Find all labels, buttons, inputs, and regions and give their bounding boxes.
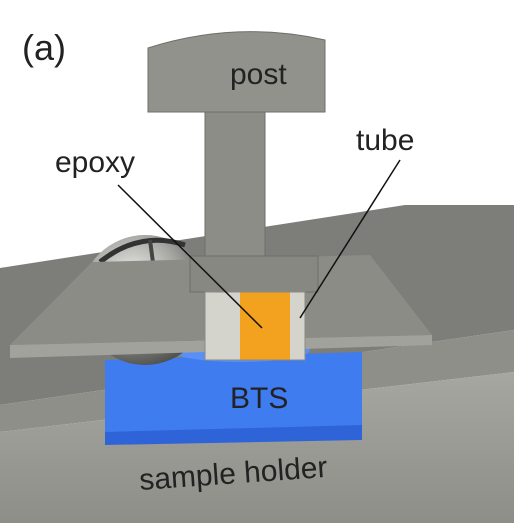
epoxy-label: epoxy (55, 146, 135, 179)
tube-label: tube (356, 124, 414, 157)
bts-label: BTS (230, 382, 288, 415)
diagram: (a) post epoxy tube BTS sample holder (0, 0, 514, 523)
panel-label: (a) (22, 27, 66, 68)
post-label: post (230, 58, 287, 91)
